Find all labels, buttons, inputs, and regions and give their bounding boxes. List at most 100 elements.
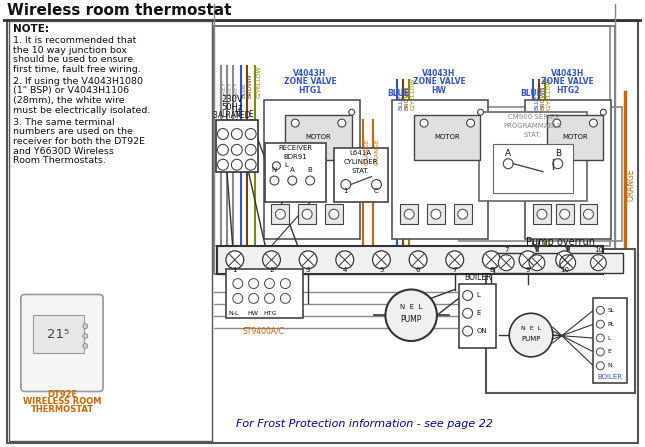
Text: N  E  L: N E L <box>400 304 422 310</box>
Bar <box>453 204 471 224</box>
Circle shape <box>217 144 228 155</box>
Circle shape <box>264 278 275 288</box>
Text: MOTOR: MOTOR <box>306 135 332 140</box>
Circle shape <box>217 129 228 139</box>
Circle shape <box>373 251 390 269</box>
Circle shape <box>597 362 604 370</box>
Bar <box>334 148 388 202</box>
Text: 3: 3 <box>306 267 310 273</box>
Bar <box>593 299 627 383</box>
Text: HTG2: HTG2 <box>556 86 579 95</box>
Text: N: N <box>608 363 612 368</box>
Circle shape <box>597 348 604 356</box>
Circle shape <box>590 119 597 127</box>
Circle shape <box>272 162 281 170</box>
Text: ZONE VALVE: ZONE VALVE <box>284 77 337 86</box>
Circle shape <box>556 251 573 269</box>
Circle shape <box>275 209 285 219</box>
Text: C: C <box>374 188 379 194</box>
Text: BLUE: BLUE <box>388 89 410 98</box>
Circle shape <box>529 255 545 271</box>
Bar <box>214 26 610 246</box>
Text: 21⁵: 21⁵ <box>47 328 70 341</box>
Text: G/YELLOW: G/YELLOW <box>546 78 551 110</box>
Text: BROWN: BROWN <box>404 86 409 110</box>
Text: BLUE: BLUE <box>398 94 403 110</box>
Circle shape <box>281 294 290 304</box>
Circle shape <box>303 209 312 219</box>
Bar <box>486 249 635 392</box>
Text: E: E <box>477 310 481 316</box>
Text: PROGRAMMABLE: PROGRAMMABLE <box>504 123 562 129</box>
Text: BLUE: BLUE <box>534 94 539 110</box>
Text: first time, fault free wiring.: first time, fault free wiring. <box>13 65 141 74</box>
Text: ON: ON <box>477 328 487 334</box>
Text: MOTOR: MOTOR <box>435 135 460 140</box>
Text: PUMP: PUMP <box>521 336 541 342</box>
Text: ST9400A/C: ST9400A/C <box>243 326 284 335</box>
Text: WIRELESS ROOM: WIRELESS ROOM <box>23 397 102 406</box>
Circle shape <box>590 255 606 271</box>
Circle shape <box>336 251 353 269</box>
Bar <box>325 204 342 224</box>
Circle shape <box>519 251 537 269</box>
Circle shape <box>597 320 604 328</box>
Circle shape <box>233 278 243 288</box>
Text: ORANGE: ORANGE <box>627 168 636 201</box>
Circle shape <box>292 119 299 127</box>
Circle shape <box>249 278 259 288</box>
Text: E: E <box>248 110 253 119</box>
Bar <box>580 204 597 224</box>
Bar <box>459 283 497 348</box>
Text: BDR91: BDR91 <box>283 154 307 160</box>
Bar <box>401 204 418 224</box>
Circle shape <box>83 333 88 338</box>
Text: numbers are used on the: numbers are used on the <box>13 127 133 136</box>
Text: GREY: GREY <box>228 81 233 98</box>
Text: BROWN: BROWN <box>540 86 545 110</box>
Circle shape <box>462 308 473 318</box>
Circle shape <box>349 109 355 115</box>
Text: MOTOR: MOTOR <box>562 135 588 140</box>
Text: N: N <box>272 167 277 173</box>
Text: 8: 8 <box>535 247 539 253</box>
Text: G/YELLOW: G/YELLOW <box>410 78 415 110</box>
Bar <box>264 143 326 202</box>
Text: A: A <box>505 149 511 158</box>
FancyBboxPatch shape <box>21 295 103 392</box>
Bar <box>493 144 573 194</box>
Text: 4: 4 <box>342 267 347 273</box>
Text: NOTE:: NOTE: <box>13 24 49 34</box>
Text: PL: PL <box>608 322 615 327</box>
Circle shape <box>499 255 514 271</box>
Circle shape <box>404 209 414 219</box>
Text: BROWN: BROWN <box>248 74 253 98</box>
Text: BOILER: BOILER <box>598 374 623 380</box>
Text: HW: HW <box>432 86 446 95</box>
Circle shape <box>431 209 441 219</box>
Text: HTG1: HTG1 <box>299 86 322 95</box>
Text: SL: SL <box>608 308 615 313</box>
Circle shape <box>329 209 339 219</box>
Circle shape <box>458 209 468 219</box>
Text: DT92E: DT92E <box>48 389 77 399</box>
Text: Pump overrun: Pump overrun <box>526 237 595 247</box>
Bar <box>264 100 360 239</box>
Circle shape <box>226 251 244 269</box>
Text: HW: HW <box>248 311 259 316</box>
Circle shape <box>83 343 88 349</box>
Bar <box>214 0 615 274</box>
Bar <box>479 112 588 201</box>
Bar <box>216 120 257 172</box>
Circle shape <box>263 251 281 269</box>
Circle shape <box>466 119 475 127</box>
Circle shape <box>288 176 297 185</box>
Text: must be electrically isolated.: must be electrically isolated. <box>13 106 150 115</box>
Text: ORANGE: ORANGE <box>375 138 379 164</box>
Circle shape <box>600 109 606 115</box>
Text: B: B <box>308 167 312 173</box>
Text: BLUE: BLUE <box>520 89 542 98</box>
Bar <box>494 253 623 273</box>
Bar <box>33 315 84 353</box>
Circle shape <box>338 119 346 127</box>
